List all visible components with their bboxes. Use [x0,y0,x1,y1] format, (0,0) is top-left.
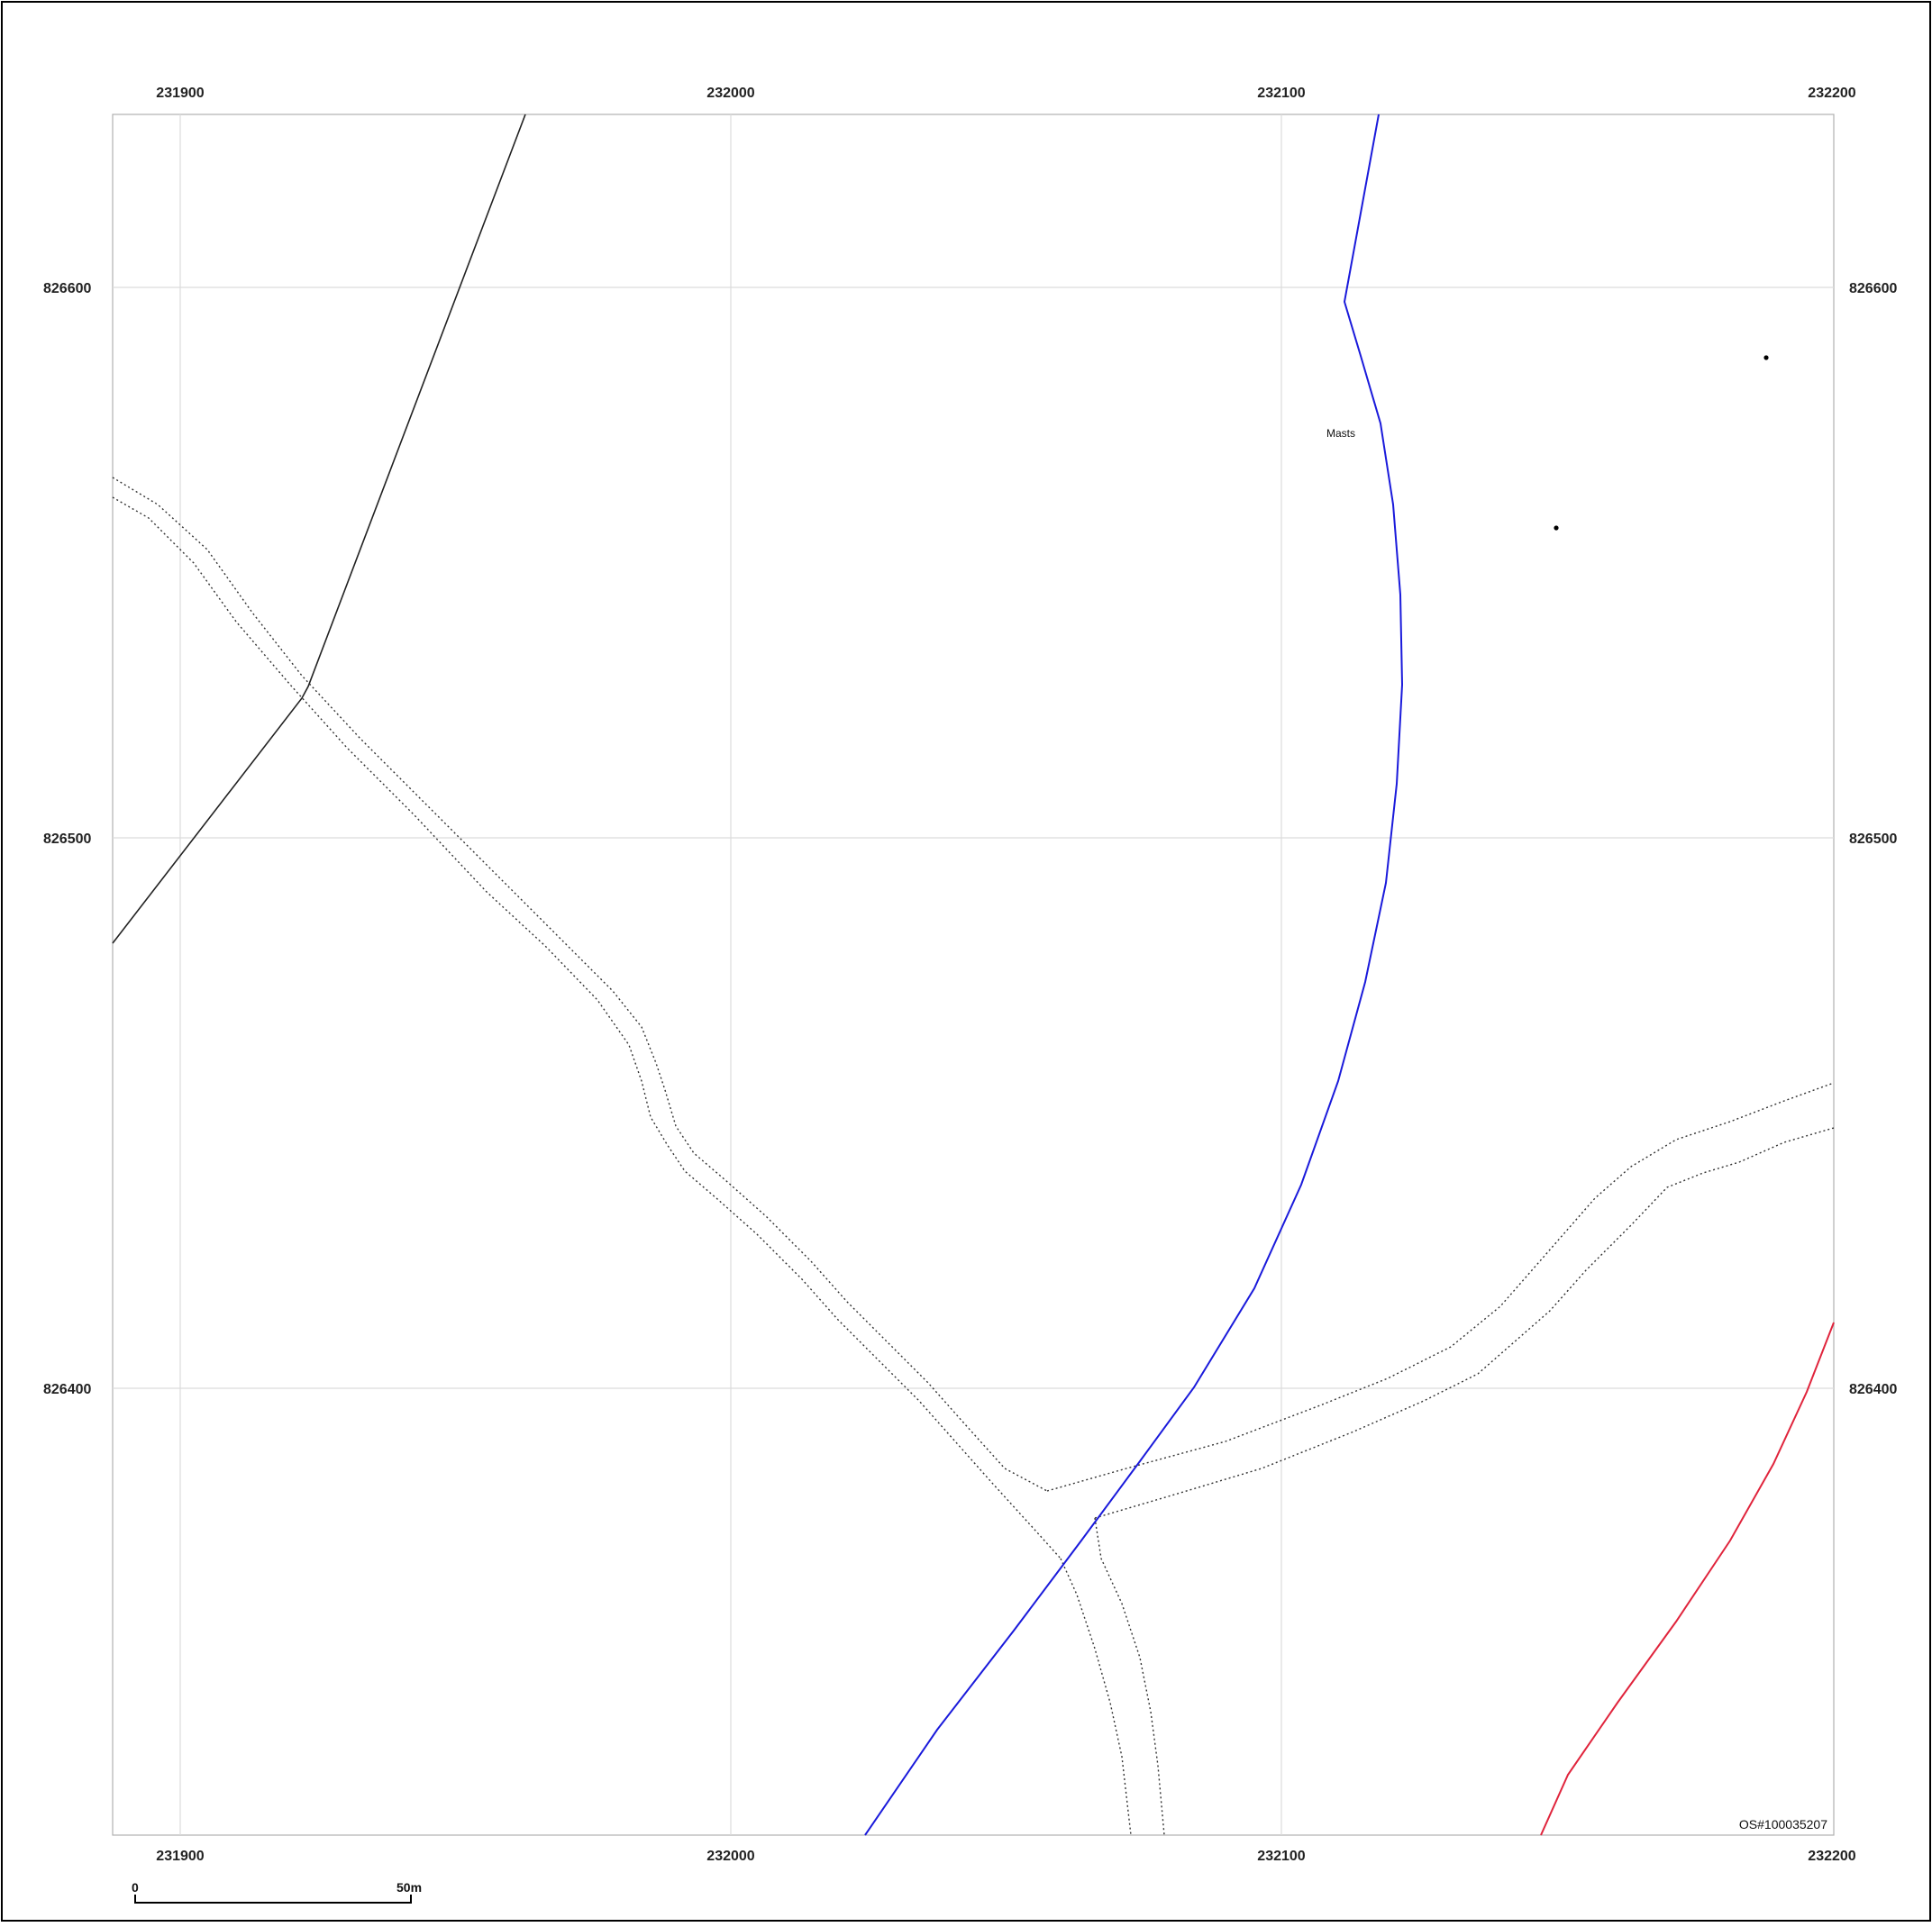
track-edge [1094,1127,1835,1519]
track-south [1060,1517,1165,1836]
northing-label-left: 826400 [43,1382,91,1397]
scale-bar-end-label: 50m [396,1880,422,1895]
northing-label-left: 826600 [43,281,91,296]
easting-label-top: 232200 [1808,86,1855,101]
track-edge [1094,1517,1165,1836]
easting-label-bottom: 232200 [1808,1849,1855,1864]
northing-label-left: 826500 [43,832,91,847]
scale-bar: 0 50m [132,1880,422,1904]
easting-label-top: 231900 [156,86,204,101]
easting-label-top: 232000 [706,86,754,101]
easting-label-bottom: 232000 [706,1849,754,1864]
easting-label-bottom: 232100 [1257,1849,1305,1864]
northing-label-right: 826600 [1849,281,1897,296]
mast-point [1763,355,1769,360]
boundary-line-red [1540,1322,1835,1836]
boundary-line-blue [864,114,1404,1836]
easting-label-bottom: 231900 [156,1849,204,1864]
mast-point [1554,525,1559,531]
scale-bar-start-label: 0 [132,1880,139,1895]
track-edge [1046,1082,1835,1492]
feature-label-masts: Masts [1326,427,1355,440]
grid-lines [113,114,1834,1835]
track-east [1046,1082,1835,1519]
northing-label-right: 826400 [1849,1382,1897,1397]
map-frame [112,114,1835,1836]
copyright-label: OS#100035207 [1739,1817,1827,1832]
track-edge [1060,1558,1132,1836]
easting-label-top: 232100 [1257,86,1305,101]
northing-label-right: 826500 [1849,832,1897,847]
field-boundary [112,114,526,944]
field-boundary-line [112,114,526,944]
